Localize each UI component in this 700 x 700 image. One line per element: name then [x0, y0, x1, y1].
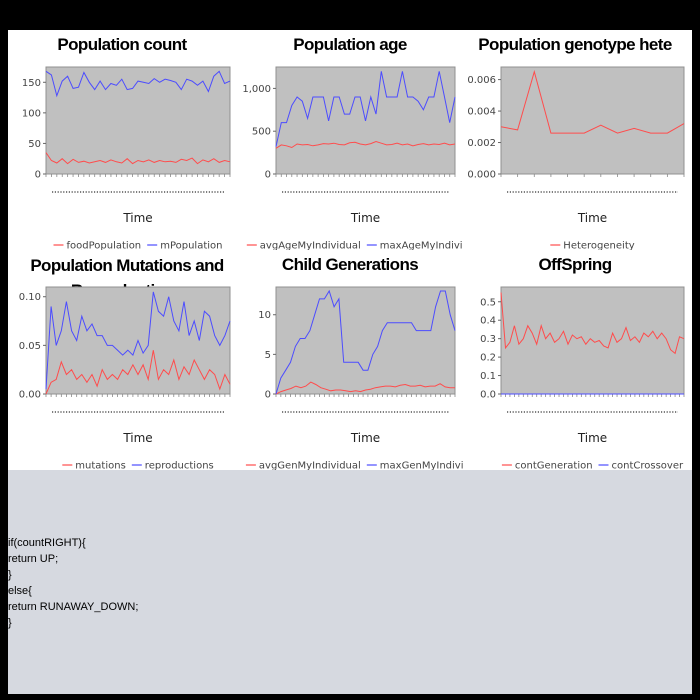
legend-item: avgGenMyIndividual [245, 461, 361, 471]
y-tick-label: 0 [35, 170, 41, 181]
y-tick-label: 500 [252, 127, 271, 138]
charts-panel: Population count Population age Populati… [8, 30, 692, 470]
y-tick-label: 0.006 [467, 75, 496, 86]
y-tick-label: 0.000 [467, 170, 496, 181]
legend-item: mutations [62, 461, 126, 471]
y-tick-label: 0.05 [19, 341, 41, 352]
series-line-mPopulation [45, 70, 231, 98]
series-line-foodPopulation [45, 152, 231, 165]
legend: avgGenMyIndividual maxGenMyIndividual [245, 461, 463, 471]
x-axis-label: Time [350, 431, 380, 445]
code-line: return RUNAWAY_DOWN; [8, 601, 139, 613]
legend: foodPopulation mPopulation [53, 241, 222, 251]
y-tick-label: 0.004 [467, 107, 496, 118]
bottom-border [8, 694, 692, 700]
y-tick-label: 0.4 [480, 316, 496, 327]
y-tick-label: 0 [265, 170, 271, 181]
y-tick-label: 150 [22, 78, 41, 89]
y-tick-label: 0.10 [19, 292, 41, 303]
y-tick-label: 0.1 [480, 371, 496, 382]
y-tick-label: 5 [265, 350, 271, 361]
legend-label: mutations [75, 461, 126, 471]
chart-title-population-age: Population age [293, 35, 407, 54]
y-tick-label: 0.2 [480, 353, 496, 364]
legend-label: foodPopulation [67, 241, 142, 251]
x-axis-label: Time [350, 211, 380, 225]
chart-title-offspring: OffSpring [538, 255, 613, 274]
legend-label: maxAgeMyIndividual [380, 241, 463, 251]
legend: Heterogeneity [550, 241, 635, 251]
legend-item: Heterogeneity [550, 241, 635, 251]
y-tick-label: 10 [258, 310, 271, 321]
legend-label: reproductions [145, 461, 214, 471]
plot-area [500, 66, 685, 175]
legend-item: reproductions [131, 461, 214, 471]
y-tick-label: 0.3 [480, 334, 496, 345]
legend-label: mPopulation [160, 241, 222, 251]
x-axis-label: Time [122, 211, 152, 225]
code-panel: if(countRIGHT){ return UP;} else{ return RU… [8, 470, 692, 694]
chart-child-generations: 0 5 10 Time avgGenMyIndividual maxGenMyIndivi… [245, 286, 463, 471]
legend-item: avgAgeMyIndividual [246, 241, 361, 251]
plot-area [45, 66, 231, 175]
legend-label: contGeneration [515, 461, 593, 471]
code-line: return UP; [8, 553, 59, 565]
y-tick-label: 0 [265, 390, 271, 401]
code-line: } [8, 617, 12, 629]
y-tick-label: 0.00 [19, 390, 41, 401]
x-axis-label: Time [122, 431, 152, 445]
y-tick-label: 100 [22, 108, 41, 119]
code-line: if(countRIGHT){ [8, 537, 86, 549]
legend-item: foodPopulation [53, 241, 142, 251]
y-tick-label: 1,000 [242, 84, 271, 95]
series-line-maxGenMyIndividual [275, 289, 456, 395]
chart-population-age: 0 500 1,000 Time avgAgeMyIndividual maxAgeMyI… [242, 66, 463, 251]
x-axis-label: Time [577, 431, 607, 445]
legend-item: maxAgeMyIndividual [366, 241, 463, 251]
y-tick-label: 0.0 [480, 390, 496, 401]
legend-label: avgAgeMyIndividual [260, 241, 361, 251]
chart-title-child-generations: Child Generations [281, 255, 419, 274]
series-line-reproductions [45, 291, 231, 390]
legend: contGeneration contCrossover [501, 461, 684, 471]
series-line-mutations [45, 350, 231, 395]
chart-title-genotype-heterogeneity: Population genotype hete [478, 35, 672, 54]
chart-title-population-count: Population count [57, 35, 187, 54]
legend-label: Heterogeneity [563, 241, 634, 251]
legend: avgAgeMyIndividual maxAgeMyIndividual [246, 241, 463, 251]
chart-mutations-reproductions: 0.00 0.05 0.10 Time mutations reproductions [19, 286, 231, 471]
legend-item: contGeneration [501, 461, 593, 471]
legend: mutations reproductions [62, 461, 214, 471]
series-line-avgAgeMyIndividual [275, 140, 456, 149]
series-line-contGeneration [500, 292, 685, 355]
legend-item: contCrossover [598, 461, 684, 471]
y-tick-label: 0.002 [467, 138, 496, 149]
code-line: else{ [8, 585, 32, 597]
series-line-avgGenMyIndividual [275, 381, 455, 395]
legend-item: maxGenMyIndividual [366, 461, 463, 471]
plot-area [275, 286, 456, 395]
y-tick-label: 0.5 [480, 297, 496, 308]
code-snippet: if(countRIGHT){ return UP;} else{ return RU… [8, 535, 138, 631]
legend-label: contCrossover [612, 461, 684, 471]
legend-item: mPopulation [147, 241, 222, 251]
legend-label: maxGenMyIndividual [380, 461, 463, 471]
chart-genotype-heterogeneity: 0.000 0.002 0.004 0.006 Time Heterogeneity [467, 66, 685, 251]
code-line: } [8, 569, 12, 581]
series-line-Heterogeneity [500, 69, 685, 134]
y-tick-label: 50 [28, 139, 41, 150]
legend-label: avgGenMyIndividual [259, 461, 361, 471]
chart-population-count: 0 50 100 150 Time foodPopulation mPopulation [22, 66, 231, 251]
series-line-maxAgeMyIndividual [275, 71, 456, 147]
x-axis-label: Time [577, 211, 607, 225]
